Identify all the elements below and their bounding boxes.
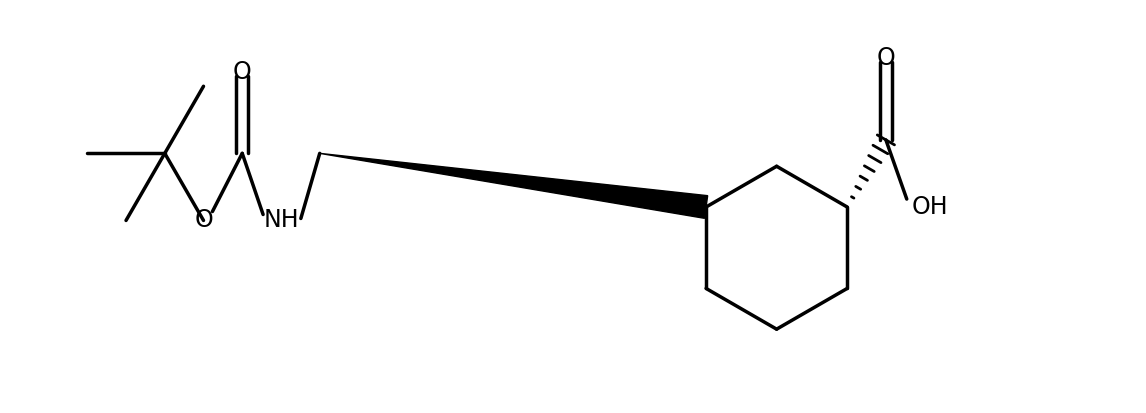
Text: O: O <box>877 46 895 71</box>
Text: O: O <box>194 209 213 233</box>
Polygon shape <box>320 153 708 218</box>
Text: NH: NH <box>264 209 299 233</box>
Text: O: O <box>233 60 252 84</box>
Text: OH: OH <box>911 195 948 219</box>
